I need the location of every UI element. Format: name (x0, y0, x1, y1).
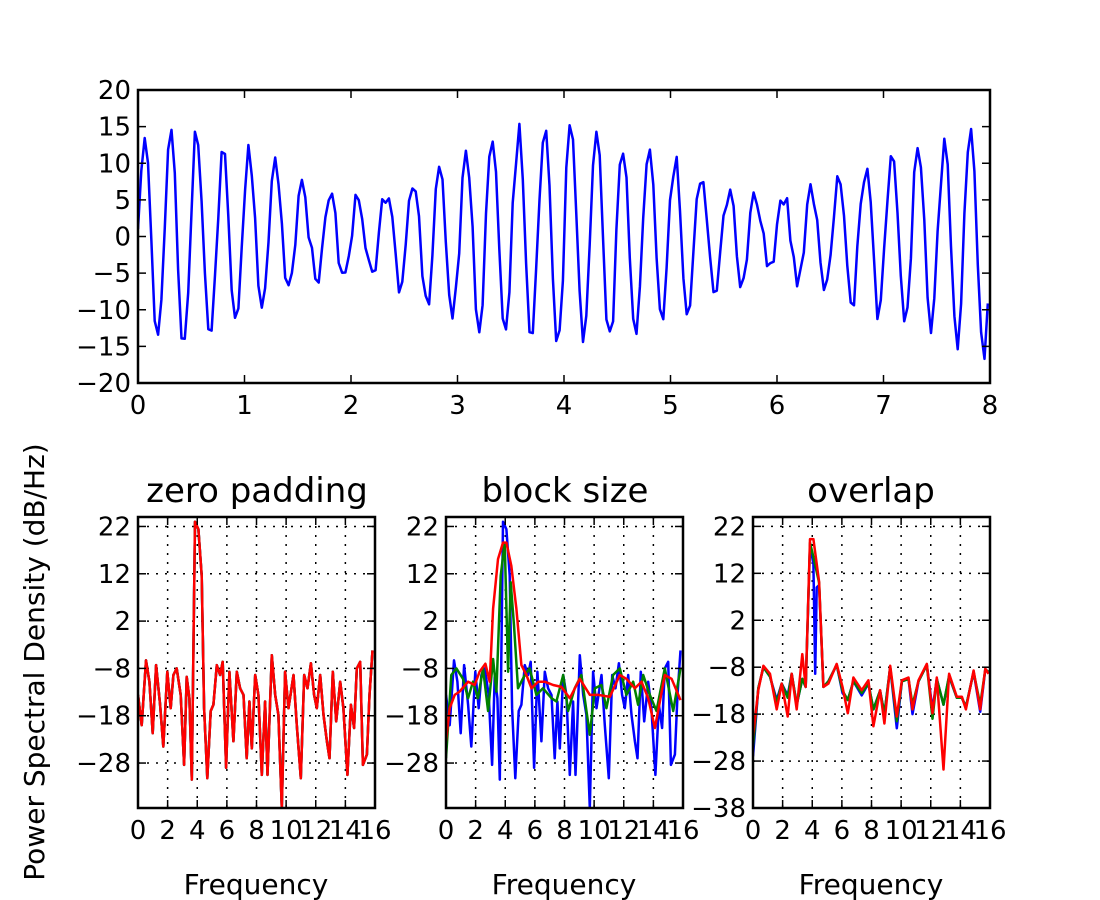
x-tick-label: 14 (637, 816, 670, 846)
y-tick-label: 2 (114, 607, 131, 637)
axes-frame (136, 515, 377, 810)
x-tick-label: 5 (662, 391, 679, 421)
signal-line (138, 122, 990, 361)
series-group (138, 520, 374, 808)
axes-frame (751, 515, 992, 810)
x-tick-label: 10 (885, 816, 918, 846)
x-tick-label: 2 (467, 816, 484, 846)
y-tick-label: −20 (76, 369, 131, 399)
series-group (138, 122, 990, 361)
x-tick-label: 8 (556, 816, 573, 846)
y-tick-label: 22 (98, 512, 131, 542)
y-tick-label: −18 (76, 702, 131, 732)
y-tick-label: 20 (98, 76, 131, 106)
x-tick-label: 4 (189, 816, 206, 846)
x-tick-label: 2 (159, 816, 176, 846)
panel-title-block-size: block size (482, 471, 649, 511)
x-tick-label: 14 (944, 816, 977, 846)
y-tick-label: −38 (691, 794, 746, 824)
series-group (446, 520, 682, 808)
x-tick-label: 4 (804, 816, 821, 846)
x-tick-label: 4 (497, 816, 514, 846)
x-tick-label: 1 (236, 391, 253, 421)
x-tick-label: 8 (863, 816, 880, 846)
x-tick-label: 4 (556, 391, 573, 421)
y-tick-label: 15 (98, 113, 131, 143)
y-tick-label: −8 (93, 654, 131, 684)
x-tick-label: 6 (769, 391, 786, 421)
axes-signal: 0 1 2 3 4 5 6 7 8 −20 −15 −10 −5 0 5 10 15 20 (76, 76, 998, 421)
y-tick-label: 0 (114, 223, 131, 253)
y-tick-label: −28 (691, 747, 746, 777)
x-tick-label: 2 (343, 391, 360, 421)
y-tick-label: 22 (713, 512, 746, 542)
y-tick-label: −18 (691, 700, 746, 730)
x-axis-label-overlap: Frequency (799, 868, 944, 900)
y-tick-label: 2 (422, 607, 439, 637)
y-tick-label: 2 (729, 606, 746, 636)
shared-y-axis-label: Power Spectral Density (dB/Hz) (18, 443, 51, 880)
y-tick-label: 12 (406, 560, 439, 590)
x-tick-label: 2 (774, 816, 791, 846)
y-tick-label: −10 (76, 296, 131, 326)
x-tick-label: 10 (270, 816, 303, 846)
y-tick-label: −18 (384, 702, 439, 732)
psd-line-full (138, 520, 374, 808)
y-tick-label: −28 (384, 749, 439, 779)
x-tick-label: 7 (875, 391, 892, 421)
y-tick-label: 12 (98, 560, 131, 590)
x-tick-label: 10 (578, 816, 611, 846)
series-group (753, 537, 990, 771)
x-axis-label-zero-padding: Frequency (184, 868, 329, 900)
axes-frame (136, 88, 992, 385)
psd-line-quarter-block (446, 541, 682, 742)
y-tick-label: −28 (76, 749, 131, 779)
y-tick-label: 5 (114, 186, 131, 216)
y-tick-label: 10 (98, 149, 131, 179)
x-tick-label: 12 (607, 816, 640, 846)
x-tick-label: 0 (130, 391, 147, 421)
y-tick-label: −8 (401, 654, 439, 684)
x-tick-label: 3 (449, 391, 466, 421)
x-tick-label: 0 (438, 816, 455, 846)
y-tick-label: 12 (713, 559, 746, 589)
x-tick-label: 16 (358, 816, 391, 846)
panel-title-zero-padding: zero padding (146, 471, 368, 511)
x-tick-label: 0 (745, 816, 762, 846)
x-tick-label: 12 (299, 816, 332, 846)
y-tick-label: −5 (93, 259, 131, 289)
x-axis-label-block-size: Frequency (492, 868, 637, 900)
x-tick-label: 12 (914, 816, 947, 846)
y-tick-label: −15 (76, 332, 131, 362)
x-tick-label: 6 (527, 816, 544, 846)
x-tick-label: 8 (982, 391, 999, 421)
axes-frame (444, 515, 685, 810)
panel-title-overlap: overlap (807, 471, 935, 511)
x-tick-label: 0 (130, 816, 147, 846)
y-tick-label: −8 (708, 653, 746, 683)
psd-line-overlap-half (753, 537, 990, 771)
x-tick-label: 6 (219, 816, 236, 846)
x-tick-label: 14 (329, 816, 362, 846)
x-tick-label: 6 (834, 816, 851, 846)
x-tick-label: 16 (666, 816, 699, 846)
y-tick-label: 22 (406, 512, 439, 542)
x-tick-label: 8 (248, 816, 265, 846)
x-tick-label: 16 (973, 816, 1006, 846)
